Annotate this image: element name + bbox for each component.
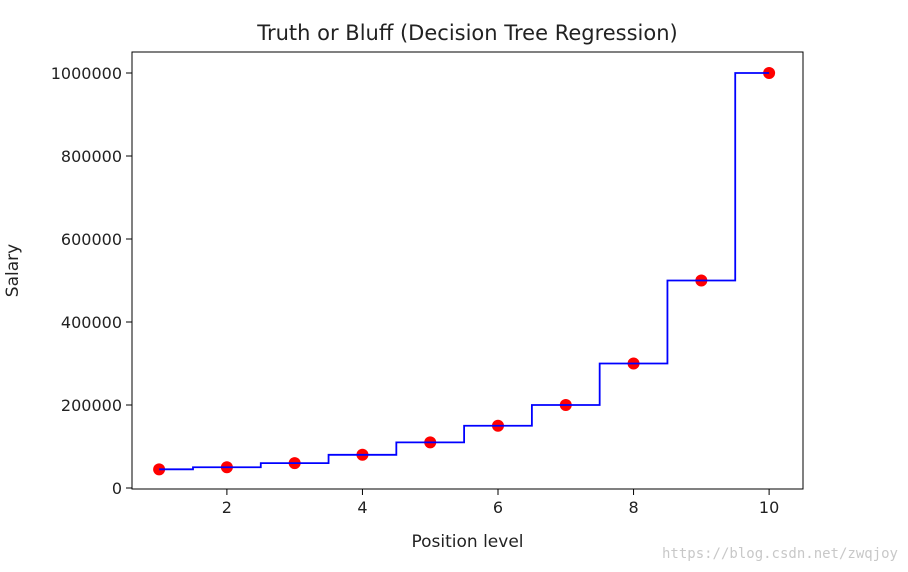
y-tick-label: 0 [112,479,122,498]
x-axis: 2 4 6 8 10 [222,489,779,517]
x-axis-label: Position level [411,532,523,552]
watermark-text: https://blog.csdn.net/zwqjoy [662,546,898,562]
x-tick-label: 8 [628,498,638,517]
y-tick-label: 800000 [61,147,122,166]
x-tick-label: 6 [493,498,503,517]
chart-title: Truth or Bluff (Decision Tree Regression… [256,21,678,45]
y-tick-label: 1000000 [51,64,122,83]
axes-frame [131,51,804,490]
prediction-step-line [159,72,770,471]
x-tick-label: 4 [357,498,367,517]
y-tick-label: 200000 [61,396,122,415]
y-axis: 0 200000 400000 600000 800000 1000000 [51,64,132,498]
y-tick-label: 600000 [61,230,122,249]
scatter-point [763,67,776,79]
x-tick-label: 2 [222,498,232,517]
plot-area [153,67,776,476]
x-tick-label: 10 [759,498,779,517]
y-axis-label: Salary [3,244,23,297]
y-tick-label: 400000 [61,313,122,332]
